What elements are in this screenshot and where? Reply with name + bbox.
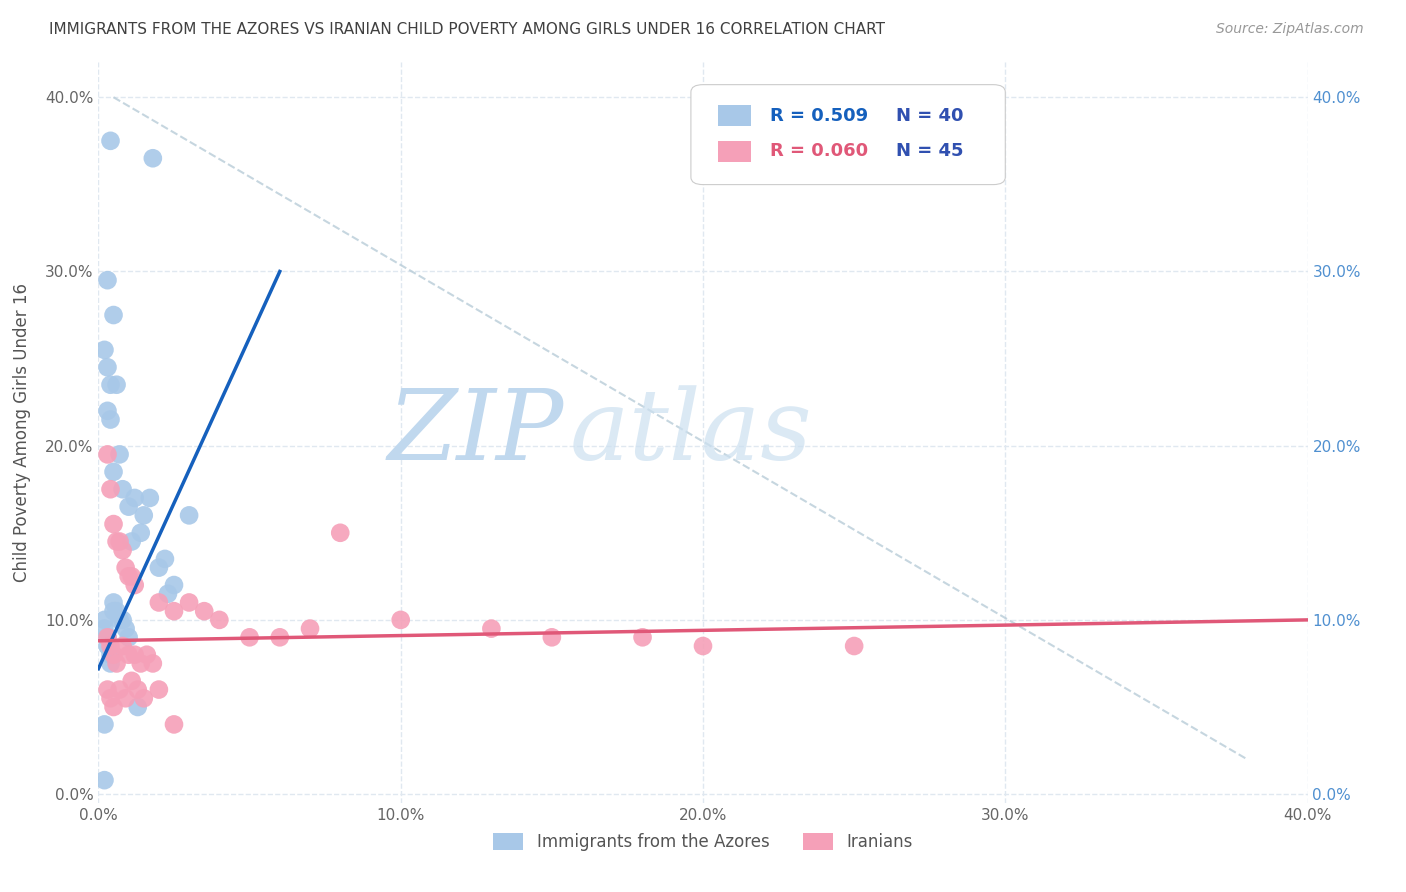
Point (844, 639, 866, 653)
Point (121, 569, 143, 583)
Point (129, 525, 152, 540)
Point (103, 700, 125, 714)
Text: R = 0.060: R = 0.060 (769, 143, 868, 161)
Point (93, 613, 115, 627)
Text: ZIP: ZIP (388, 385, 564, 480)
Point (148, 595, 170, 609)
Point (299, 622, 322, 636)
Point (111, 482, 134, 496)
Point (93, 343, 115, 357)
Point (100, 412, 122, 426)
Point (100, 691, 122, 706)
Point (124, 578, 146, 592)
Point (148, 682, 170, 697)
Text: N = 40: N = 40 (897, 107, 965, 125)
Point (93, 773, 115, 788)
Point (329, 525, 352, 540)
Point (103, 517, 125, 532)
Point (111, 543, 134, 558)
Point (118, 500, 141, 514)
Point (103, 648, 125, 662)
FancyBboxPatch shape (690, 85, 1005, 185)
Point (100, 377, 122, 392)
Point (105, 604, 128, 618)
Point (389, 613, 412, 627)
Point (156, 587, 179, 601)
Point (124, 491, 146, 505)
Point (127, 700, 149, 714)
Text: Source: ZipAtlas.com: Source: ZipAtlas.com (1216, 22, 1364, 37)
Point (631, 630, 654, 644)
Point (481, 622, 503, 636)
Point (96, 682, 118, 697)
Text: IMMIGRANTS FROM THE AZORES VS IRANIAN CHILD POVERTY AMONG GIRLS UNDER 16 CORRELA: IMMIGRANTS FROM THE AZORES VS IRANIAN CH… (49, 22, 886, 37)
Point (118, 630, 141, 644)
Point (129, 657, 152, 671)
Text: R = 0.509: R = 0.509 (769, 107, 868, 125)
Legend: Immigrants from the Azores, Iranians: Immigrants from the Azores, Iranians (486, 826, 920, 857)
Point (163, 578, 186, 592)
Point (96, 360, 118, 375)
Point (108, 534, 131, 549)
Point (135, 648, 157, 662)
Point (121, 673, 143, 688)
Point (96, 630, 118, 644)
Point (540, 630, 562, 644)
Point (103, 308, 125, 322)
Bar (717, 141, 751, 161)
Point (100, 657, 122, 671)
Point (105, 534, 128, 549)
Point (114, 622, 136, 636)
Point (132, 691, 155, 706)
Point (111, 613, 134, 627)
Point (239, 630, 262, 644)
Point (103, 465, 125, 479)
Point (269, 630, 291, 644)
Point (114, 560, 136, 574)
Point (139, 491, 162, 505)
Point (124, 648, 146, 662)
Point (108, 613, 131, 627)
Point (153, 552, 176, 566)
Point (105, 377, 128, 392)
Point (179, 508, 201, 523)
Point (96, 273, 118, 287)
Point (118, 569, 141, 583)
Point (148, 560, 170, 574)
Point (163, 717, 186, 731)
Point (127, 682, 149, 697)
Point (142, 151, 165, 165)
Point (96, 639, 118, 653)
Point (118, 648, 141, 662)
Point (96, 630, 118, 644)
Point (96, 404, 118, 418)
Point (100, 482, 122, 496)
Point (103, 604, 125, 618)
Point (193, 604, 215, 618)
Point (132, 508, 155, 523)
Point (142, 657, 165, 671)
Y-axis label: Child Poverty Among Girls Under 16: Child Poverty Among Girls Under 16 (13, 283, 31, 582)
Point (692, 639, 714, 653)
Point (105, 657, 128, 671)
Point (93, 717, 115, 731)
Point (179, 595, 201, 609)
Point (103, 595, 125, 609)
Bar (717, 105, 751, 126)
Point (100, 134, 122, 148)
Point (100, 639, 122, 653)
Point (208, 613, 231, 627)
Point (108, 447, 131, 461)
Point (121, 534, 143, 549)
Point (96, 447, 118, 461)
Point (163, 604, 186, 618)
Point (93, 622, 115, 636)
Point (108, 682, 131, 697)
Text: atlas: atlas (569, 385, 813, 480)
Point (111, 639, 134, 653)
Point (114, 691, 136, 706)
Text: N = 45: N = 45 (897, 143, 965, 161)
Point (100, 648, 122, 662)
